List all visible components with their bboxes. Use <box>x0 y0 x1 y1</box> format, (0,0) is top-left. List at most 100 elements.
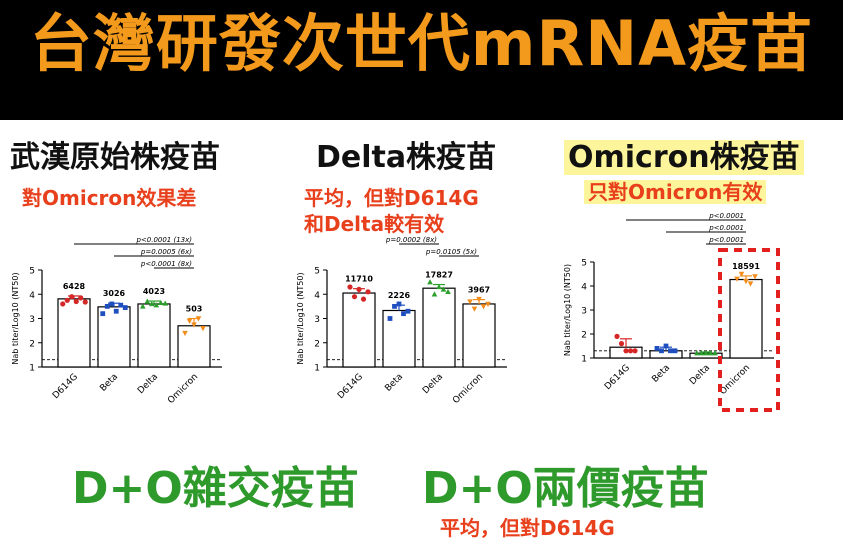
footer-left-title: D+O雜交疫苗 <box>72 463 359 514</box>
y-tick-label: 1 <box>314 364 320 374</box>
data-point <box>738 271 745 277</box>
data-point <box>104 303 110 309</box>
y-tick-label: 3 <box>581 307 587 317</box>
value-label: 11710 <box>345 275 373 284</box>
panel-2-heading: Delta株疫苗 <box>316 140 497 175</box>
data-point <box>618 341 625 347</box>
data-point <box>707 350 714 356</box>
data-point <box>427 279 433 285</box>
y-tick-label: 1 <box>581 355 587 365</box>
value-label: 503 <box>186 305 203 314</box>
x-tick-label: Omicron <box>451 372 485 406</box>
data-point <box>347 284 353 290</box>
data-point <box>471 306 478 312</box>
data-point <box>694 350 700 356</box>
data-point <box>654 346 660 351</box>
bar-d614g <box>57 298 91 368</box>
footer-right-title: D+O兩價疫苗 <box>422 463 709 514</box>
x-tick-label: Delta <box>421 372 445 396</box>
data-point <box>752 274 758 280</box>
y-tick-label: 4 <box>581 283 587 293</box>
data-point <box>747 281 754 287</box>
x-tick-label: D614G <box>336 372 365 401</box>
data-point <box>392 303 397 309</box>
data-point <box>122 305 128 310</box>
x-tick-label: Omicron <box>718 363 752 397</box>
data-point <box>186 318 193 324</box>
panel-2-note-line-1: 平均，但對D614G <box>304 186 479 210</box>
data-point <box>82 299 88 305</box>
data-point <box>351 294 358 300</box>
data-point <box>113 308 119 314</box>
data-point <box>360 296 367 302</box>
data-point <box>659 348 664 354</box>
value-label: 3026 <box>103 289 126 298</box>
data-point <box>431 291 438 297</box>
data-point <box>100 311 106 317</box>
data-point <box>78 295 84 301</box>
significance-label: p<0.0001 <box>708 212 744 220</box>
value-label: 6428 <box>63 282 86 291</box>
panel-3-heading: Omicron株疫苗 <box>564 140 804 175</box>
banner-title: 台灣研發次世代mRNA疫苗 <box>29 7 814 80</box>
data-point <box>405 308 411 314</box>
data-point <box>485 301 491 307</box>
y-tick-label: 5 <box>581 259 587 269</box>
significance-label: p=0.0002 (8x) <box>385 236 437 244</box>
y-tick-label: 4 <box>29 291 35 301</box>
data-point <box>623 348 629 354</box>
significance-label: p<0.0001 (13x) <box>135 236 192 244</box>
data-point <box>162 300 169 306</box>
data-point <box>436 283 442 290</box>
data-point <box>356 286 362 292</box>
significance-label: p=0.0105 (5x) <box>425 248 477 256</box>
value-label: 4023 <box>143 287 165 296</box>
data-point <box>109 301 115 307</box>
title-banner: 台灣研發次世代mRNA疫苗 <box>0 0 843 120</box>
y-tick-label: 1 <box>29 364 35 374</box>
data-point <box>668 348 673 354</box>
bar-d614g <box>342 292 376 368</box>
y-tick-label: 5 <box>29 267 35 277</box>
data-point <box>614 333 620 339</box>
data-point <box>401 311 406 317</box>
chart-delta: 1 2 3 4 5 Nab titer/Log10 (NT50) 11710 D614G 222… <box>296 236 507 406</box>
significance-label: p<0.0001 (8x) <box>140 260 192 268</box>
significance-label: p<0.0001 <box>708 224 744 232</box>
bar-omicron <box>729 278 763 359</box>
x-tick-label: D614G <box>51 372 80 401</box>
panel-3-note-wrap: 只對Omicron有效 <box>584 180 767 205</box>
data-point <box>182 330 188 337</box>
data-point <box>467 299 473 305</box>
data-point <box>743 279 749 285</box>
bar-delta <box>422 287 456 368</box>
x-tick-label: Beta <box>650 363 672 385</box>
x-tick-label: Delta <box>136 372 160 396</box>
data-point <box>191 322 197 328</box>
y-axis-label: Nab titer/Log10 (NT50) <box>563 264 572 356</box>
value-label: 18591 <box>732 262 760 271</box>
significance-label: p=0.0005 (6x) <box>140 248 192 256</box>
panel-2-note-line-2: 和Delta較有效 <box>304 212 445 236</box>
data-point <box>712 350 718 356</box>
data-point <box>144 298 151 304</box>
value-label: 3967 <box>468 286 490 295</box>
y-axis-label: Nab titer/Log10 (NT50) <box>296 272 305 364</box>
data-point <box>153 302 160 308</box>
chart-omicron: 1 2 3 4 5 Nab titer/Log10 (NT50) D614G Beta Delt… <box>563 212 780 412</box>
panel-1-heading: 武漢原始株疫苗 <box>10 140 220 175</box>
data-point <box>69 294 75 300</box>
data-point <box>148 300 155 307</box>
value-label: 2226 <box>388 291 411 300</box>
y-tick-label: 5 <box>314 267 320 277</box>
data-point <box>118 302 124 308</box>
x-tick-label: D614G <box>603 363 632 392</box>
value-label: 17827 <box>425 271 453 280</box>
data-point <box>627 348 634 354</box>
data-point <box>396 301 402 307</box>
y-tick-label: 2 <box>29 339 35 349</box>
data-point <box>632 348 638 354</box>
data-point <box>365 289 371 295</box>
data-point <box>64 297 70 303</box>
data-point <box>200 326 206 332</box>
